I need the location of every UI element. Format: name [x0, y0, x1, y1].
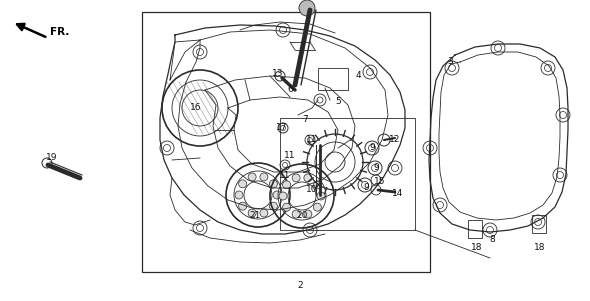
Text: 13: 13	[272, 70, 284, 79]
Circle shape	[235, 191, 243, 199]
Bar	[468, 220, 482, 238]
Circle shape	[260, 173, 268, 181]
Bar	[142, 12, 430, 272]
Text: 7: 7	[302, 116, 308, 125]
Text: 6: 6	[287, 85, 293, 95]
Bar	[280, 118, 415, 230]
Circle shape	[313, 203, 322, 211]
Bar	[318, 68, 348, 90]
Text: 12: 12	[389, 135, 401, 144]
Circle shape	[304, 210, 312, 218]
Text: 16: 16	[190, 104, 202, 113]
Circle shape	[260, 209, 268, 217]
Circle shape	[248, 173, 256, 181]
Text: 11: 11	[284, 150, 296, 160]
Circle shape	[270, 202, 277, 210]
Text: 11: 11	[306, 135, 318, 144]
Text: 11: 11	[279, 170, 291, 179]
Text: 10: 10	[306, 185, 318, 194]
Text: FR.: FR.	[50, 27, 70, 37]
Text: 15: 15	[374, 178, 386, 187]
Text: 9: 9	[363, 184, 369, 193]
Circle shape	[270, 180, 277, 188]
Text: 3: 3	[447, 57, 453, 67]
Text: 20: 20	[296, 210, 308, 219]
Text: 18: 18	[471, 244, 483, 253]
Circle shape	[238, 202, 247, 210]
Text: 8: 8	[489, 235, 495, 244]
Circle shape	[273, 191, 281, 199]
Text: 21: 21	[250, 210, 261, 219]
Text: 9: 9	[373, 163, 379, 172]
Bar	[532, 215, 546, 233]
Text: 4: 4	[355, 70, 361, 79]
Circle shape	[292, 210, 300, 218]
Circle shape	[283, 203, 291, 211]
Circle shape	[313, 181, 322, 189]
Circle shape	[238, 180, 247, 188]
Text: 14: 14	[392, 188, 404, 197]
Circle shape	[292, 174, 300, 182]
Circle shape	[299, 0, 315, 16]
Circle shape	[304, 174, 312, 182]
Text: 18: 18	[535, 244, 546, 253]
Text: 17: 17	[276, 123, 288, 132]
Circle shape	[279, 192, 287, 200]
Text: 19: 19	[46, 153, 58, 162]
Text: 2: 2	[297, 281, 303, 290]
Circle shape	[248, 209, 256, 217]
Circle shape	[317, 192, 325, 200]
Text: 5: 5	[335, 98, 341, 107]
Text: 9: 9	[369, 144, 375, 153]
Circle shape	[283, 181, 291, 189]
